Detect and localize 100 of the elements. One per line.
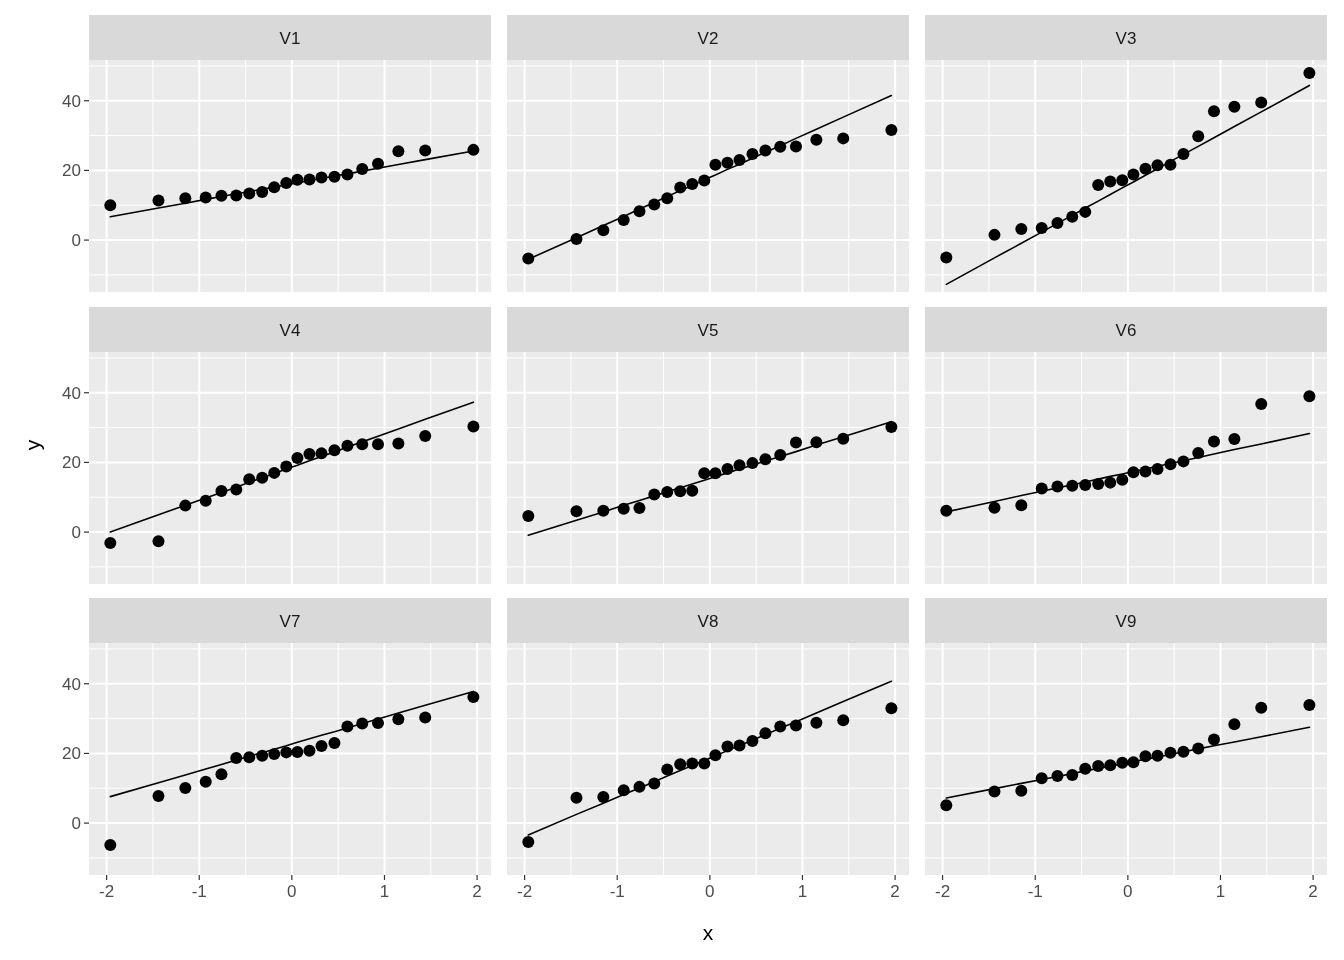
chart-title: V7	[279, 611, 301, 631]
point	[104, 199, 117, 212]
chart-title: V2	[697, 28, 719, 48]
point	[303, 448, 316, 461]
x-tick-label: 1	[1215, 882, 1226, 901]
point	[597, 790, 610, 803]
y-tick-label: 0	[71, 523, 81, 543]
x-tick-label: -1	[191, 882, 207, 901]
point	[988, 228, 1001, 241]
point	[392, 713, 405, 726]
point	[315, 740, 328, 753]
point	[1303, 699, 1316, 712]
y-tick-label: 0	[71, 814, 81, 834]
point	[522, 835, 535, 848]
point	[810, 133, 823, 146]
point	[152, 535, 165, 548]
y-tick-label: 0	[71, 231, 81, 251]
y-tick-label: 40	[62, 383, 81, 403]
chart-title: V5	[697, 320, 719, 340]
point	[837, 714, 850, 727]
point	[661, 763, 674, 776]
point	[1104, 175, 1117, 188]
point	[940, 251, 953, 264]
chart-title: V1	[279, 28, 301, 48]
point	[1228, 433, 1241, 446]
point	[1092, 179, 1105, 192]
point	[372, 717, 384, 730]
point	[291, 746, 304, 759]
point	[215, 768, 228, 781]
point	[291, 451, 304, 464]
point	[1192, 130, 1205, 143]
point	[1139, 162, 1152, 175]
point	[1228, 718, 1241, 731]
y-tick-label: 20	[62, 453, 81, 473]
point	[392, 145, 405, 158]
x-tick-label: 1	[379, 882, 390, 901]
x-tick-label: 0	[287, 882, 297, 901]
point	[570, 505, 583, 518]
y-tick-label: 20	[62, 161, 81, 181]
point	[419, 711, 432, 724]
point	[467, 690, 480, 703]
point	[988, 501, 1001, 514]
point	[372, 157, 384, 170]
chart-title: V3	[1115, 28, 1137, 48]
point	[686, 484, 699, 497]
point	[790, 140, 802, 153]
point	[1015, 499, 1028, 512]
point	[303, 744, 316, 757]
point	[1092, 478, 1105, 491]
x-tick-label: -2	[935, 882, 951, 901]
chart-title: V6	[1115, 320, 1137, 340]
y-tick-label: 40	[62, 91, 81, 111]
x-tick-label: 0	[705, 882, 715, 901]
chart-title: V4	[279, 320, 301, 340]
line-series	[109, 401, 475, 533]
x-tick-label: 2	[1308, 882, 1318, 901]
x-tick-label: 1	[797, 882, 808, 901]
point	[790, 436, 802, 449]
point	[1303, 390, 1316, 403]
y-tick-label: 40	[62, 674, 81, 694]
point	[1303, 66, 1316, 79]
point	[721, 156, 734, 169]
point	[837, 132, 850, 145]
point	[467, 420, 480, 433]
point	[698, 467, 711, 480]
point	[1255, 96, 1268, 109]
point	[885, 702, 898, 715]
point	[1104, 476, 1117, 489]
point	[372, 438, 384, 451]
point	[885, 124, 898, 137]
point	[199, 775, 212, 788]
point	[1208, 733, 1220, 746]
point	[1015, 784, 1028, 797]
x-tick-label: 0	[1123, 882, 1133, 901]
y-axis-title: y	[21, 439, 44, 451]
point	[419, 144, 432, 157]
point	[1228, 100, 1241, 113]
point	[810, 716, 823, 729]
point	[179, 781, 192, 794]
point	[522, 510, 535, 523]
point	[1127, 168, 1140, 181]
point	[419, 429, 432, 442]
chart-title: V8	[697, 611, 719, 631]
point	[1255, 701, 1268, 714]
point	[1255, 397, 1268, 410]
point	[1208, 435, 1220, 448]
point	[940, 799, 953, 812]
x-tick-label: 2	[472, 882, 482, 901]
point	[392, 437, 405, 450]
point	[1015, 222, 1028, 235]
x-tick-label: -1	[609, 882, 625, 901]
chart-title: V9	[1115, 611, 1137, 631]
y-tick-label: 20	[62, 744, 81, 764]
x-tick-label: 2	[890, 882, 900, 901]
point	[633, 502, 646, 515]
point	[570, 791, 583, 804]
point	[1208, 105, 1220, 118]
point	[104, 536, 117, 549]
point	[1116, 174, 1129, 187]
point	[152, 194, 165, 207]
